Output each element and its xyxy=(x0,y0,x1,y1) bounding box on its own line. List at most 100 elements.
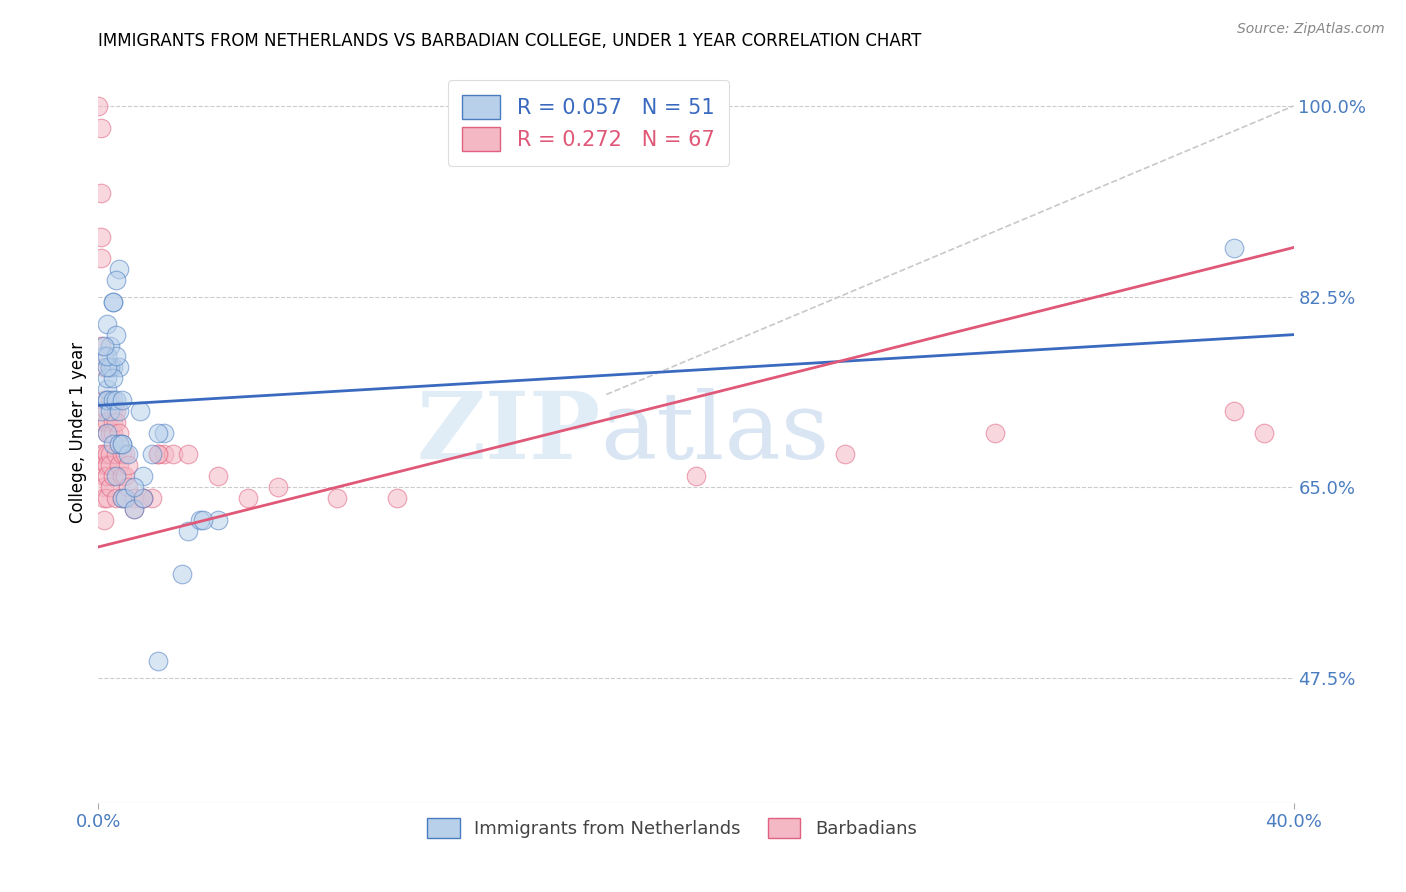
Point xyxy=(108,436,131,450)
Point xyxy=(96,382,118,396)
Point xyxy=(93,458,115,473)
Point xyxy=(105,392,128,407)
Point xyxy=(108,360,131,375)
Point xyxy=(96,491,118,505)
Point xyxy=(98,404,122,418)
Point xyxy=(111,436,134,450)
Point xyxy=(685,469,707,483)
Point xyxy=(96,350,118,364)
Point xyxy=(207,513,229,527)
Point xyxy=(129,404,152,418)
Point xyxy=(108,425,131,440)
Point xyxy=(98,392,122,407)
Point xyxy=(96,415,118,429)
Point xyxy=(111,469,134,483)
Y-axis label: College, Under 1 year: College, Under 1 year xyxy=(69,342,87,524)
Point xyxy=(141,491,163,505)
Point xyxy=(124,491,146,505)
Point xyxy=(141,447,163,461)
Point xyxy=(96,404,118,418)
Text: Source: ZipAtlas.com: Source: ZipAtlas.com xyxy=(1237,22,1385,37)
Point xyxy=(1253,425,1275,440)
Point xyxy=(90,229,112,244)
Point xyxy=(96,425,118,440)
Point xyxy=(984,425,1007,440)
Point xyxy=(103,295,125,310)
Point xyxy=(90,120,112,135)
Point xyxy=(1223,240,1246,255)
Point xyxy=(93,360,115,375)
Point xyxy=(98,360,122,375)
Point xyxy=(105,415,128,429)
Text: IMMIGRANTS FROM NETHERLANDS VS BARBADIAN COLLEGE, UNDER 1 YEAR CORRELATION CHART: IMMIGRANTS FROM NETHERLANDS VS BARBADIAN… xyxy=(98,32,922,50)
Point xyxy=(105,273,128,287)
Point xyxy=(1223,404,1246,418)
Point xyxy=(103,295,125,310)
Point xyxy=(148,447,170,461)
Point xyxy=(177,447,200,461)
Point xyxy=(96,371,118,385)
Point xyxy=(98,360,122,375)
Point xyxy=(93,447,115,461)
Point xyxy=(105,327,128,342)
Point xyxy=(172,567,194,582)
Point xyxy=(153,447,176,461)
Point xyxy=(103,469,125,483)
Point xyxy=(148,447,170,461)
Point xyxy=(117,480,139,494)
Point xyxy=(162,447,184,461)
Point xyxy=(105,491,128,505)
Point xyxy=(93,415,115,429)
Point xyxy=(111,447,134,461)
Point xyxy=(90,447,112,461)
Point xyxy=(124,480,146,494)
Point xyxy=(96,425,118,440)
Point xyxy=(834,447,856,461)
Point xyxy=(96,317,118,331)
Point xyxy=(103,371,125,385)
Point xyxy=(111,392,134,407)
Point xyxy=(108,404,131,418)
Point xyxy=(385,491,409,505)
Point xyxy=(98,360,122,375)
Point xyxy=(132,491,155,505)
Point xyxy=(105,350,128,364)
Point xyxy=(96,360,118,375)
Point xyxy=(90,338,112,352)
Point xyxy=(96,392,118,407)
Point xyxy=(103,404,125,418)
Point xyxy=(96,458,118,473)
Point xyxy=(153,425,176,440)
Point xyxy=(90,252,112,266)
Point xyxy=(267,480,290,494)
Point xyxy=(98,425,122,440)
Point xyxy=(188,513,211,527)
Point xyxy=(96,392,118,407)
Point xyxy=(105,404,128,418)
Point xyxy=(96,469,118,483)
Point xyxy=(103,360,125,375)
Point xyxy=(207,469,229,483)
Point xyxy=(177,524,200,538)
Point xyxy=(148,654,170,668)
Point xyxy=(93,469,115,483)
Point xyxy=(96,447,118,461)
Point xyxy=(93,350,115,364)
Point xyxy=(114,447,136,461)
Point xyxy=(114,491,136,505)
Point xyxy=(98,458,122,473)
Point xyxy=(108,262,131,277)
Point xyxy=(105,469,128,483)
Point xyxy=(93,513,115,527)
Point xyxy=(108,458,131,473)
Point xyxy=(103,415,125,429)
Point xyxy=(114,469,136,483)
Point xyxy=(132,469,155,483)
Point xyxy=(117,447,139,461)
Point xyxy=(103,392,125,407)
Point xyxy=(124,501,146,516)
Point xyxy=(93,480,115,494)
Legend: Immigrants from Netherlands, Barbadians: Immigrants from Netherlands, Barbadians xyxy=(420,810,924,846)
Point xyxy=(326,491,349,505)
Point xyxy=(90,404,112,418)
